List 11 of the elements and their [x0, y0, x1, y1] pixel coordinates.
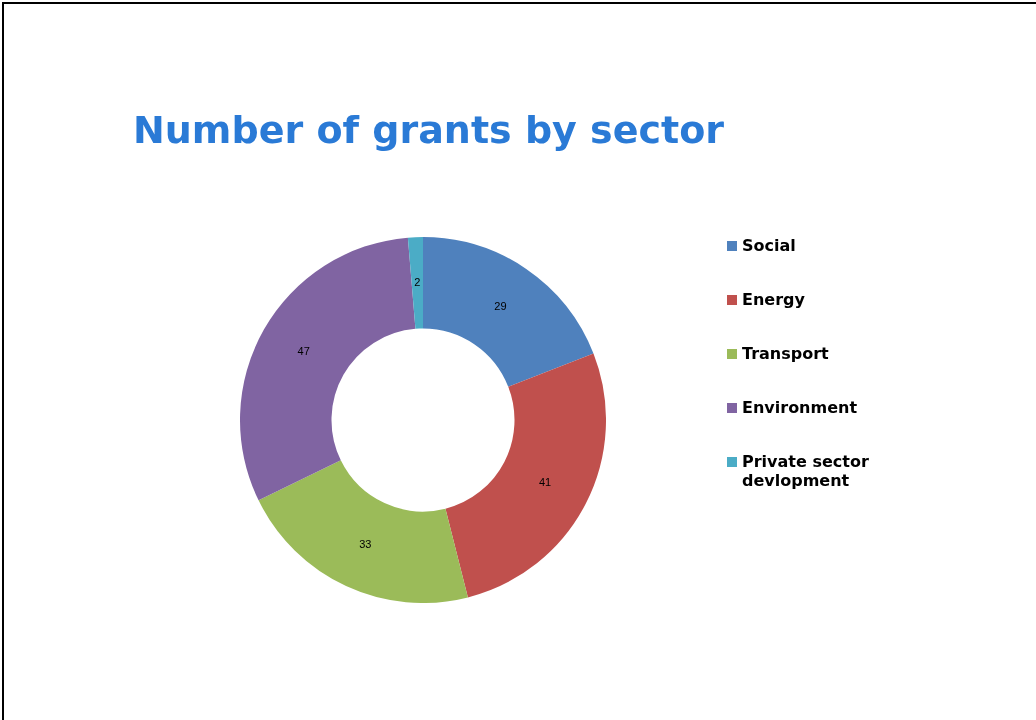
legend-label: Energy: [742, 290, 805, 309]
data-label: 47: [297, 345, 310, 358]
legend-label: Social: [742, 236, 796, 255]
legend-label: Private sector devlopment: [742, 452, 870, 490]
chart-title: Number of grants by sector: [133, 108, 725, 152]
legend-label: Environment: [742, 398, 858, 417]
data-label: 29: [494, 299, 507, 312]
legend-label: Transport: [742, 344, 829, 363]
data-label: 2: [414, 275, 421, 288]
data-label: 33: [359, 537, 372, 550]
data-label: 41: [538, 475, 552, 488]
